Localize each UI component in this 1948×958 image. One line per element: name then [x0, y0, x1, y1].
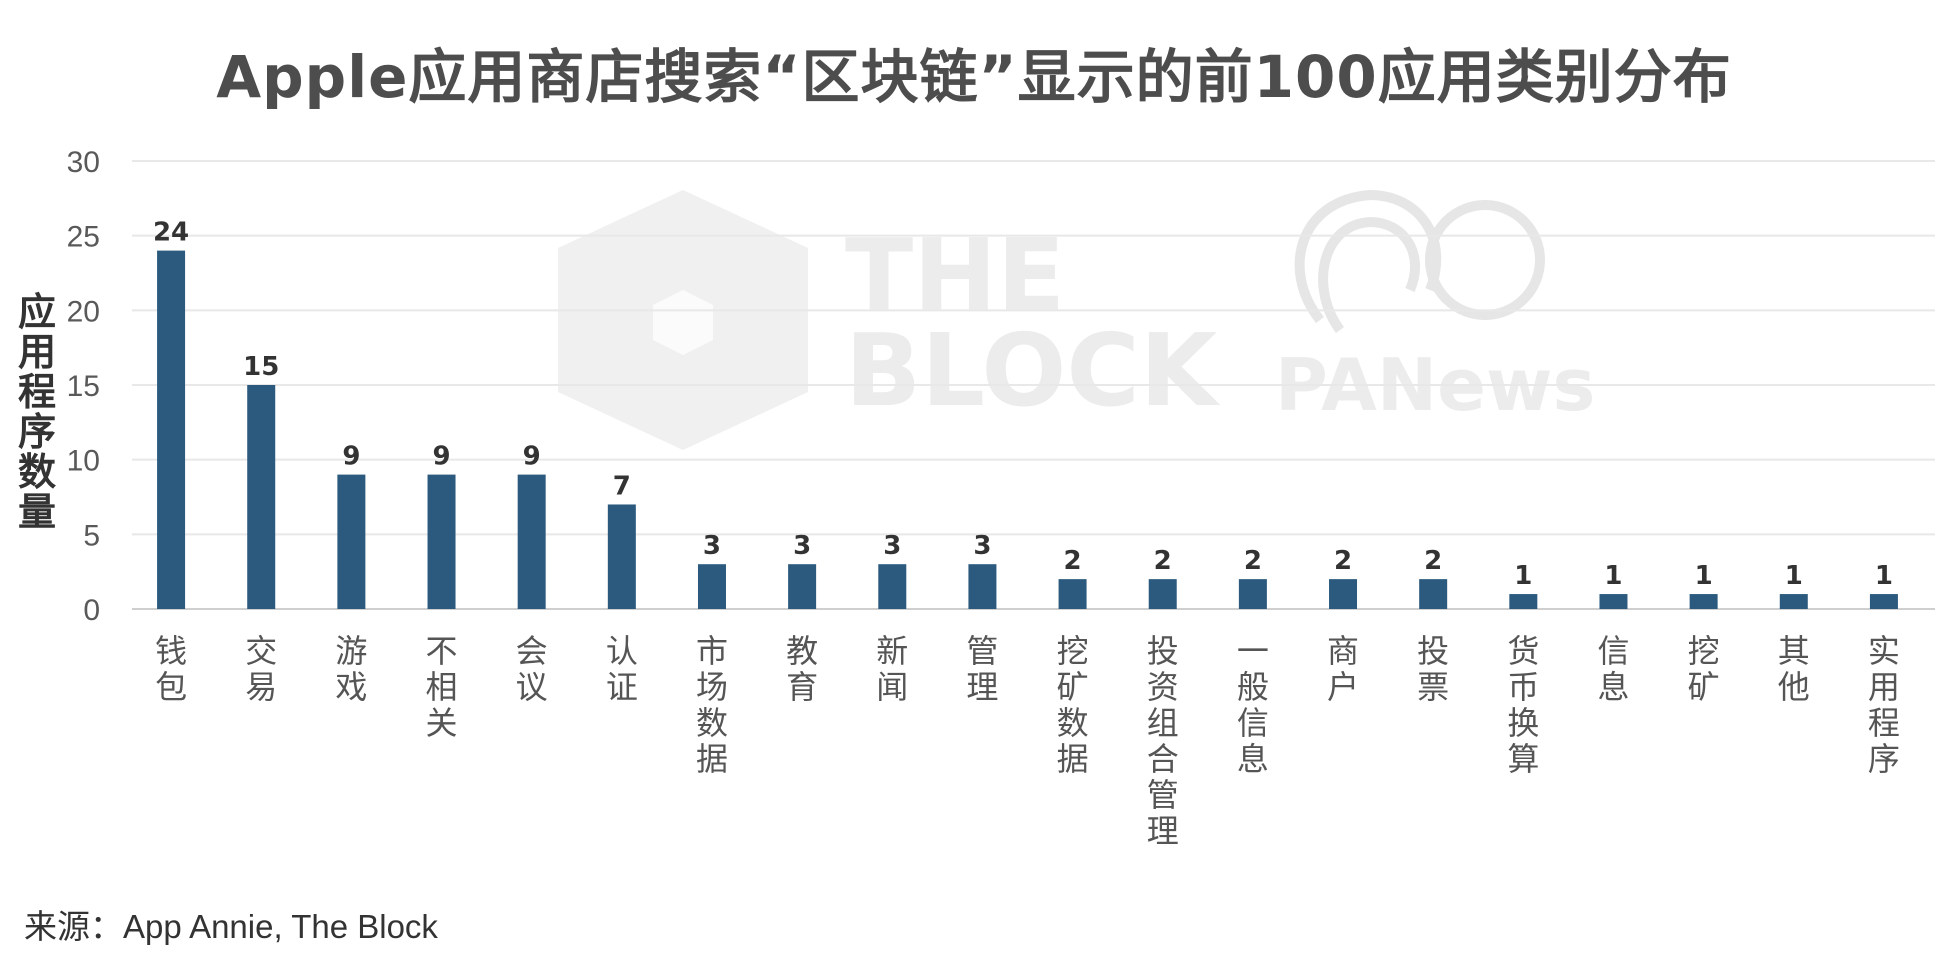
data-label: 2 — [1424, 546, 1442, 576]
x-tick-label: 教育 — [786, 632, 818, 706]
x-tick-label: 不相关 — [426, 632, 458, 742]
x-tick-label: 一般信息 — [1237, 632, 1269, 778]
data-label: 2 — [1334, 546, 1352, 576]
bars — [157, 250, 1898, 609]
x-tick-label: 投票 — [1417, 632, 1449, 706]
x-tick-label: 投资组合管理 — [1147, 632, 1179, 850]
gridlines — [132, 160, 1935, 610]
data-label: 2 — [1244, 546, 1262, 576]
bar — [427, 474, 456, 609]
y-tick-label: 0 — [83, 594, 100, 627]
data-label: 9 — [432, 442, 450, 472]
bar — [1689, 594, 1718, 609]
x-tick-label: 管理 — [966, 632, 998, 706]
x-tick-label: 市场数据 — [696, 632, 728, 778]
chart-title: Apple应用商店搜索“区块链”显示的前100应用类别分布 — [216, 43, 1732, 111]
data-label: 3 — [703, 531, 721, 561]
bar — [1238, 579, 1267, 609]
data-label: 3 — [883, 531, 901, 561]
y-tick-label: 30 — [67, 146, 100, 179]
data-label: 1 — [1695, 561, 1713, 591]
bar — [1419, 579, 1448, 609]
bar — [607, 504, 636, 609]
x-tick-label: 信息 — [1597, 632, 1629, 706]
data-label: 1 — [1514, 561, 1532, 591]
y-tick-label: 25 — [67, 221, 100, 254]
y-axis-ticks: 0 5 10 15 20 25 30 — [67, 146, 100, 627]
bar — [1148, 579, 1177, 609]
data-label: 3 — [793, 531, 811, 561]
bar — [247, 385, 276, 609]
x-tick-label: 商户 — [1327, 632, 1359, 706]
x-tick-label: 实用程序 — [1868, 632, 1900, 778]
bar — [517, 474, 546, 609]
bar — [788, 564, 817, 609]
x-tick-label: 认证 — [606, 632, 638, 706]
bar — [1509, 594, 1538, 609]
x-tick-label: 游戏 — [335, 632, 367, 706]
x-tick-label: 钱包 — [155, 632, 187, 706]
y-tick-label: 10 — [67, 445, 100, 478]
data-label: 1 — [1785, 561, 1803, 591]
bar — [1779, 594, 1808, 609]
bar — [878, 564, 907, 609]
x-tick-label: 其他 — [1778, 632, 1810, 706]
x-tick-label: 挖矿数据 — [1057, 632, 1089, 778]
bar — [157, 250, 186, 609]
bar — [1329, 579, 1358, 609]
y-tick-label: 20 — [67, 295, 100, 328]
data-label: 9 — [523, 442, 541, 472]
y-axis-label: 应用程序数量 — [17, 290, 56, 534]
x-tick-label: 货币换算 — [1507, 632, 1539, 778]
bar — [1599, 594, 1628, 609]
data-label: 24 — [153, 218, 189, 248]
bar — [697, 564, 726, 609]
data-label: 1 — [1604, 561, 1622, 591]
data-label: 2 — [1154, 546, 1172, 576]
x-tick-label: 会议 — [516, 632, 548, 706]
data-label: 2 — [1064, 546, 1082, 576]
source-note: 来源：App Annie, The Block — [24, 908, 438, 945]
bar — [1869, 594, 1898, 609]
bar — [1058, 579, 1087, 609]
x-tick-label: 挖矿 — [1688, 632, 1720, 706]
data-label: 7 — [613, 471, 631, 501]
data-label: 1 — [1875, 561, 1893, 591]
y-tick-label: 5 — [83, 519, 100, 552]
y-tick-label: 15 — [67, 370, 100, 403]
data-labels: 24 15 9 9 9 7 3 3 3 3 2 2 2 2 2 1 1 1 1 1 — [153, 218, 1893, 591]
x-tick-label: 交易 — [245, 632, 277, 706]
x-tick-label: 新闻 — [876, 632, 908, 706]
bar — [968, 564, 997, 609]
bar — [337, 474, 366, 609]
data-label: 9 — [342, 442, 360, 472]
data-label: 15 — [243, 352, 279, 382]
data-label: 3 — [973, 531, 991, 561]
